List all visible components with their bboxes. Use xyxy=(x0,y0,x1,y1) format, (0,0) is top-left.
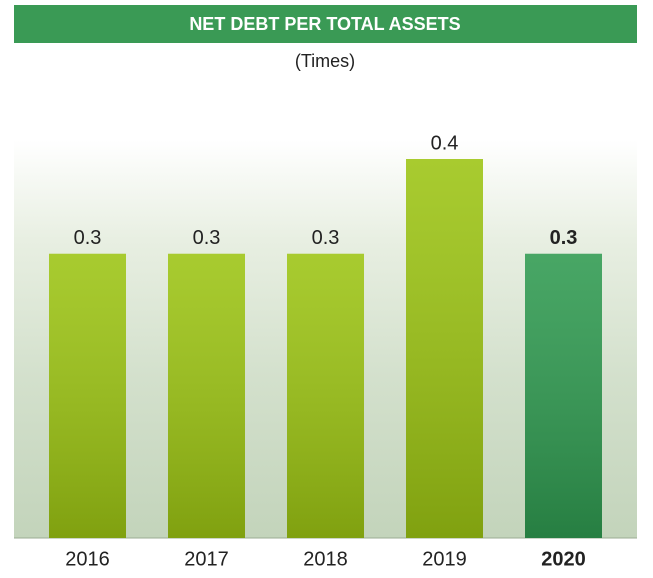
value-label: 0.3 xyxy=(193,227,221,249)
value-label: 0.4 xyxy=(431,132,459,154)
chart-title: NET DEBT PER TOTAL ASSETS xyxy=(189,14,460,34)
x-tick-label: 2016 xyxy=(65,548,110,570)
bar-shade xyxy=(168,253,245,538)
x-tick-label: 2018 xyxy=(303,548,348,570)
value-label: 0.3 xyxy=(312,227,340,249)
bar-shade xyxy=(525,253,602,538)
x-tick-label: 2020 xyxy=(541,548,586,570)
bar-shade xyxy=(49,253,126,538)
title-banner xyxy=(14,5,637,43)
value-label: 0.3 xyxy=(550,227,578,249)
bar-shade xyxy=(287,253,364,538)
x-tick-label: 2019 xyxy=(422,548,467,570)
chart-subtitle: (Times) xyxy=(295,51,355,71)
x-tick-label: 2017 xyxy=(184,548,229,570)
bar-shade xyxy=(406,159,483,538)
value-label: 0.3 xyxy=(74,227,102,249)
